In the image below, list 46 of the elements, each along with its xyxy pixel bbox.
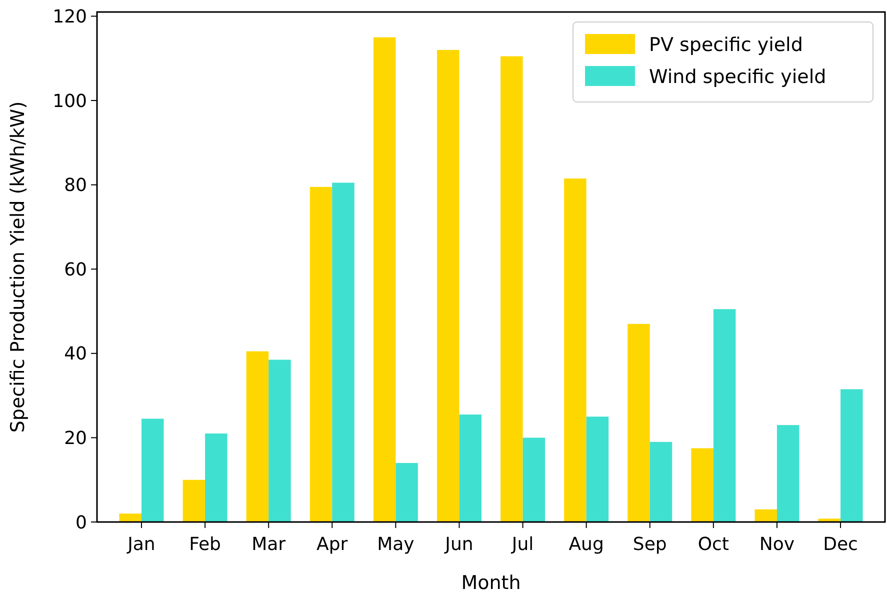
x-tick-label: Oct — [698, 534, 729, 555]
x-tick-label: May — [377, 534, 415, 555]
bar — [436, 50, 460, 522]
bar — [268, 360, 291, 522]
bar — [776, 425, 800, 522]
x-tick-label: Feb — [189, 534, 221, 555]
bar — [396, 462, 418, 522]
bar — [500, 56, 523, 522]
bar — [373, 37, 396, 522]
bar — [459, 414, 482, 522]
bar — [141, 418, 164, 522]
y-tick-label: 80 — [64, 175, 87, 196]
x-tick-label: Apr — [316, 534, 348, 555]
x-tick-label: Nov — [759, 534, 795, 555]
bar — [564, 178, 586, 522]
bar — [182, 480, 206, 522]
y-tick-label: 40 — [64, 344, 87, 365]
x-tick-label: Aug — [568, 534, 604, 555]
bar — [205, 433, 228, 522]
y-tick-label: 100 — [52, 90, 87, 112]
x-tick-label: Jul — [510, 534, 534, 555]
bar — [310, 186, 332, 522]
x-tick-label: Jan — [126, 534, 156, 555]
legend-label: Wind specific yield — [649, 66, 826, 88]
y-tick-label: 20 — [64, 428, 87, 449]
bar — [628, 324, 650, 522]
bar — [119, 514, 142, 522]
y-tick-label: 120 — [52, 6, 87, 28]
bar — [522, 438, 546, 522]
x-tick-label: Mar — [252, 534, 286, 555]
y-axis-title: Specific Production Yield (kWh/kW) — [7, 101, 29, 433]
x-tick-label: Dec — [823, 534, 858, 555]
x-tick-label: Sep — [632, 534, 667, 555]
legend-label: PV specific yield — [649, 34, 803, 56]
bar — [754, 509, 777, 522]
x-tick-label: Jun — [444, 534, 474, 555]
bar — [650, 442, 672, 522]
y-tick-label: 60 — [64, 259, 87, 280]
bar — [332, 182, 354, 522]
bar — [246, 351, 269, 522]
x-axis-title: Month — [461, 572, 521, 594]
bar — [586, 416, 609, 522]
bar — [840, 389, 863, 522]
bar — [691, 448, 714, 522]
bar — [713, 309, 736, 522]
y-tick-label: 0 — [76, 512, 87, 534]
